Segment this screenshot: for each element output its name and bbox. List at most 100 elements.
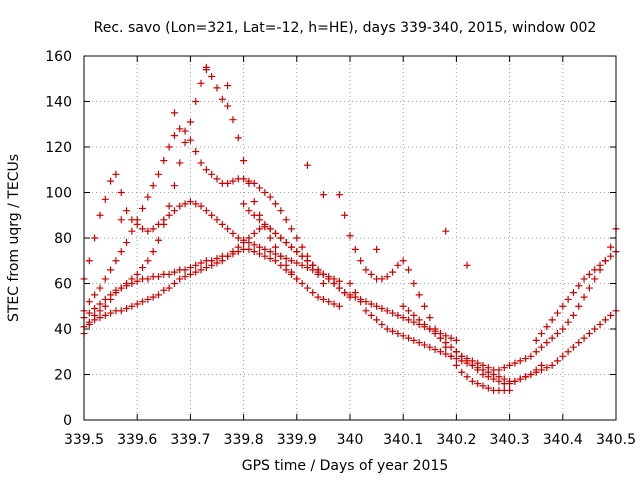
data-point [282, 239, 290, 247]
data-point [319, 191, 327, 199]
data-point [389, 327, 397, 335]
data-point [250, 248, 258, 256]
data-point [107, 177, 115, 185]
data-point [585, 330, 593, 338]
data-point [197, 259, 205, 267]
data-point [543, 339, 551, 347]
data-point [538, 366, 546, 374]
data-point [234, 243, 242, 251]
data-point [591, 275, 599, 283]
data-point [367, 300, 375, 308]
data-point [186, 264, 194, 272]
data-point [91, 234, 99, 242]
data-point [123, 282, 131, 290]
data-point [527, 352, 535, 360]
data-point [341, 211, 349, 219]
data-point [160, 286, 168, 294]
data-point [484, 384, 492, 392]
data-point [101, 195, 109, 203]
data-point [335, 191, 343, 199]
data-point [91, 291, 99, 299]
data-point [144, 295, 152, 303]
data-point [186, 118, 194, 126]
data-point [165, 211, 173, 219]
data-point [128, 227, 136, 235]
data-point [458, 368, 466, 376]
data-point [399, 332, 407, 340]
data-point [410, 336, 418, 344]
data-point [575, 282, 583, 290]
data-point [170, 109, 178, 117]
data-point [389, 268, 397, 276]
data-point [325, 298, 333, 306]
data-point [266, 193, 274, 201]
data-point [266, 254, 274, 262]
data-point [346, 291, 354, 299]
data-point [202, 264, 210, 272]
data-point [261, 252, 269, 260]
data-point [144, 257, 152, 265]
data-point [522, 373, 530, 381]
data-point [181, 138, 189, 146]
data-point [303, 264, 311, 272]
data-point [474, 359, 482, 367]
data-point [96, 211, 104, 219]
data-point [218, 95, 226, 103]
data-point [261, 189, 269, 196]
data-point [362, 266, 370, 274]
y-tick-label: 0 [63, 413, 72, 429]
data-point [213, 84, 221, 92]
x-tick-label: 339.9 [277, 432, 317, 448]
data-point [463, 355, 471, 363]
data-point [117, 284, 125, 292]
data-point [176, 275, 184, 283]
data-point [607, 243, 615, 251]
data-point [250, 241, 258, 249]
data-point [357, 257, 365, 265]
data-point [154, 273, 162, 281]
data-point [149, 293, 157, 301]
data-point [123, 305, 131, 313]
data-point [85, 318, 93, 326]
data-point [245, 177, 253, 185]
data-point [373, 316, 381, 324]
data-point [506, 380, 514, 388]
data-point [468, 377, 476, 385]
data-point [117, 307, 125, 315]
data-point [601, 257, 609, 265]
data-point [506, 361, 514, 369]
data-point [511, 359, 519, 367]
data-point [245, 245, 253, 253]
y-tick-label: 160 [45, 49, 72, 65]
data-point [569, 289, 577, 297]
data-point [170, 207, 178, 215]
data-point [367, 311, 375, 319]
data-point [165, 202, 173, 210]
data-point [378, 320, 386, 328]
data-point [197, 159, 205, 167]
data-point [564, 348, 572, 356]
data-point [538, 343, 546, 351]
data-point [181, 266, 189, 274]
data-point [277, 234, 285, 242]
data-point [176, 159, 184, 167]
series-isolated [117, 63, 471, 269]
data-point [287, 243, 295, 251]
data-point [319, 280, 327, 287]
data-point [383, 325, 391, 333]
data-point [250, 198, 258, 206]
data-point [553, 357, 561, 365]
data-point [298, 252, 306, 260]
data-point [224, 225, 232, 233]
data-point [580, 275, 588, 283]
data-point [580, 334, 588, 342]
data-point [165, 284, 173, 292]
data-point [484, 373, 492, 381]
data-point [394, 261, 402, 269]
data-point [452, 361, 460, 369]
data-point [585, 284, 593, 292]
data-point [309, 289, 317, 297]
data-point [314, 266, 322, 274]
data-point [224, 102, 232, 110]
